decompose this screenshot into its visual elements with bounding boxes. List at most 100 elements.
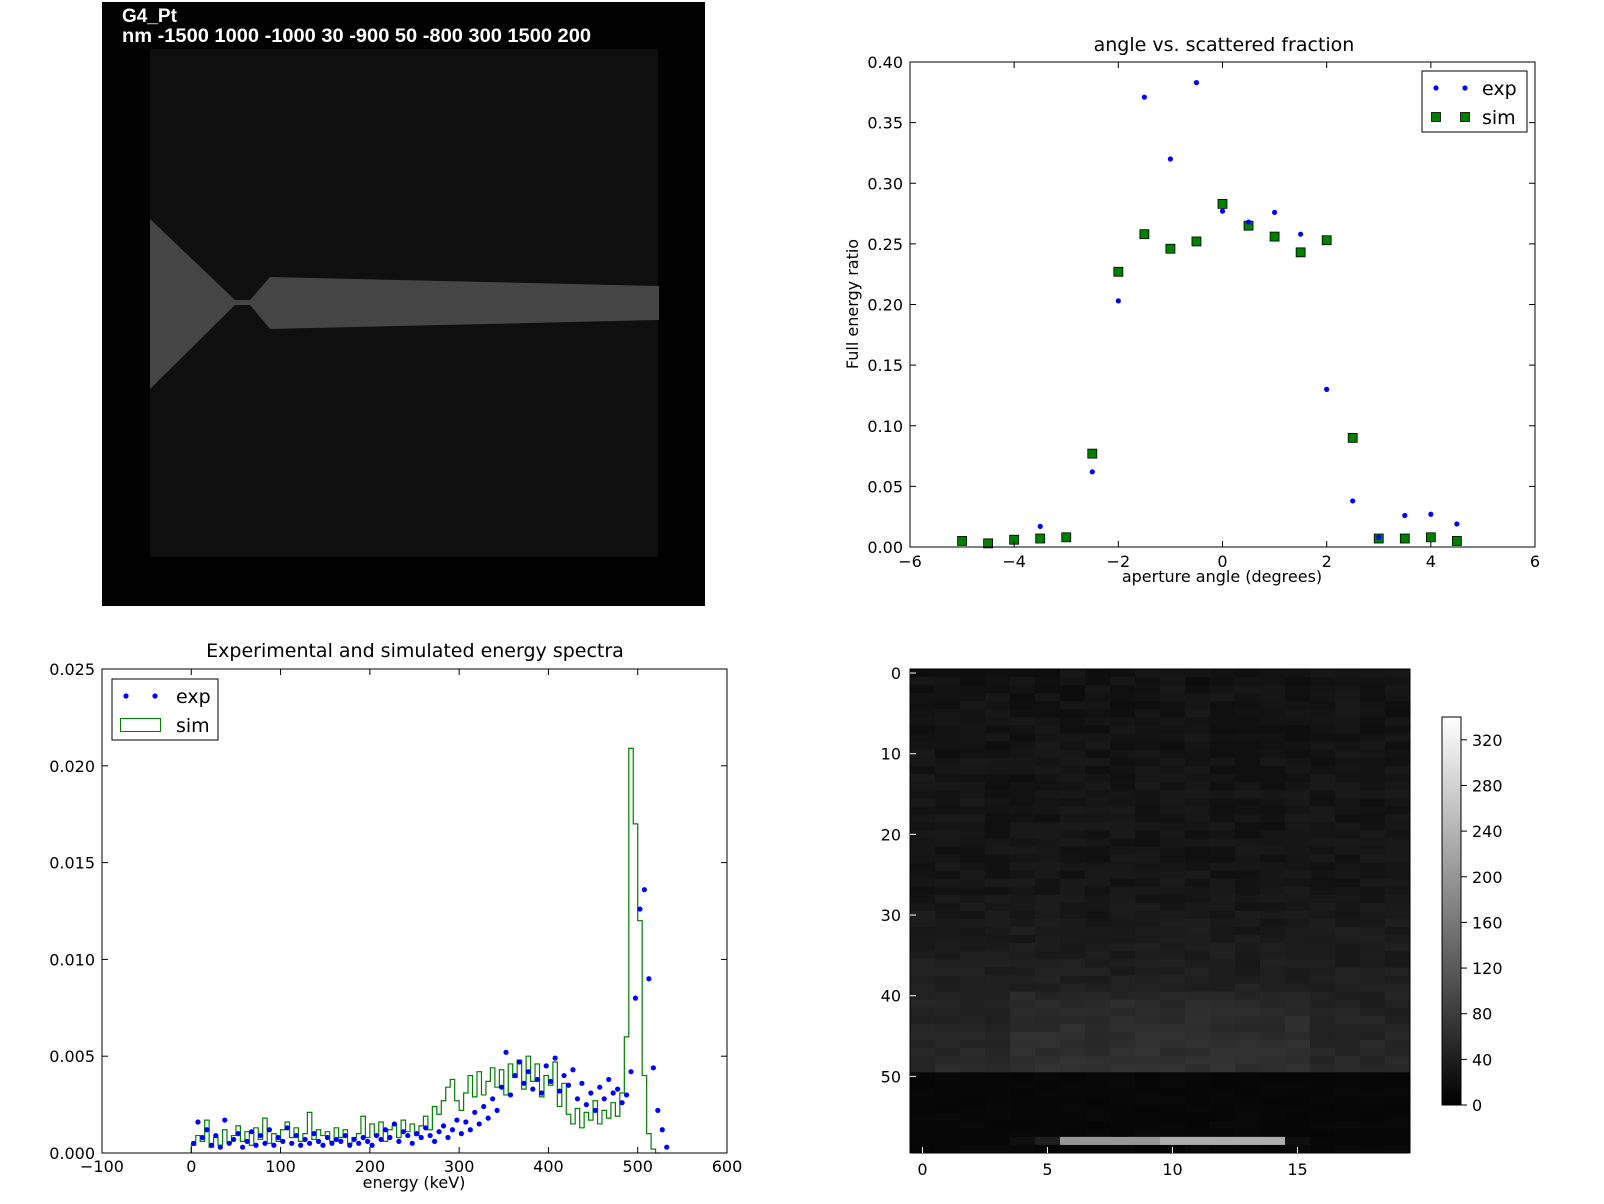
heatmap-cell — [1360, 919, 1386, 928]
heatmap-cell — [1385, 1088, 1411, 1097]
heatmap-cell — [1085, 1096, 1111, 1105]
heatmap-cell — [910, 1112, 936, 1122]
heatmap-cell — [1135, 1088, 1161, 1097]
heatmap-cell — [910, 741, 936, 751]
spectra-xtick-label: 0 — [186, 1157, 196, 1176]
heatmap-cell — [1035, 1007, 1061, 1017]
heatmap-cell — [1160, 959, 1186, 968]
heatmap-cell — [1210, 798, 1236, 807]
heatmap-cell — [1185, 1104, 1211, 1114]
heatmap-cell — [1110, 741, 1136, 751]
heatmap-cell — [1285, 1032, 1311, 1041]
heatmap-cell — [1085, 911, 1111, 920]
heatmap-cell — [1110, 677, 1136, 686]
heatmap-cell — [1060, 693, 1086, 702]
heatmap-cell — [1360, 781, 1386, 791]
heatmap-cell — [1385, 991, 1411, 1001]
heatmap-cell — [1035, 999, 1061, 1009]
heatmap-cell — [1010, 1023, 1036, 1033]
heatmap-cell — [935, 1056, 961, 1065]
heatmap-cell — [1285, 1128, 1311, 1138]
heatmap-cell — [1185, 798, 1211, 807]
heatmap-cell — [1310, 693, 1336, 702]
heatmap-cell — [1260, 927, 1286, 936]
heatmap-cell — [1010, 878, 1036, 888]
heatmap-cell — [1085, 773, 1111, 783]
heatmap-cell — [1310, 1072, 1336, 1081]
heatmap-cell — [1335, 1128, 1361, 1138]
heatmap-cell — [985, 943, 1011, 952]
spectra-exp-point — [360, 1134, 366, 1141]
heatmap-cell — [1010, 991, 1036, 1001]
heatmap-cell — [1235, 725, 1261, 734]
heatmap-cell — [910, 911, 936, 920]
heatmap-cell — [960, 757, 986, 767]
heatmap-xtick-label: 15 — [1287, 1160, 1307, 1179]
heatmap-cell — [1110, 1128, 1136, 1138]
heatmap-cell — [935, 1120, 961, 1130]
spectra-exp-point — [494, 1107, 500, 1114]
heatmap-cell — [1010, 951, 1036, 960]
spectra-exp-point — [329, 1140, 335, 1146]
heatmap-cell — [1035, 959, 1061, 968]
heatmap-cell — [1310, 838, 1336, 847]
heatmap-cell — [1285, 911, 1311, 920]
heatmap-cell — [1385, 677, 1411, 686]
heatmap-cell — [1035, 1120, 1061, 1130]
heatmap-cell — [1210, 1080, 1236, 1089]
heatmap-cell — [1235, 862, 1261, 872]
heatmap-cell — [1285, 878, 1311, 888]
heatmap-cell — [910, 685, 936, 694]
heatmap-cell — [960, 951, 986, 960]
heatmap-cell — [960, 1136, 986, 1146]
spectra-chart-legend: exp sim — [111, 678, 219, 741]
heatmap-cell — [1260, 878, 1286, 888]
heatmap-cell — [935, 830, 961, 839]
heatmap-cell — [985, 1015, 1011, 1025]
heatmap-cell — [985, 838, 1011, 847]
heatmap-cell — [1010, 846, 1036, 855]
heatmap-cell — [1235, 709, 1261, 718]
spectra-exp-point — [414, 1131, 420, 1137]
heatmap-cell — [1385, 1056, 1411, 1065]
spectra-xtick-label: −100 — [80, 1157, 124, 1176]
heatmap-cell — [1085, 886, 1111, 896]
heatmap-cell — [1360, 741, 1386, 751]
heatmap-cell — [1185, 1064, 1211, 1073]
heatmap-cell — [1235, 1015, 1261, 1025]
heatmap-cell — [1010, 1080, 1036, 1089]
spectra-exp-point — [583, 1102, 589, 1108]
heatmap-cell — [1135, 1056, 1161, 1065]
heatmap-cell — [1210, 701, 1236, 710]
heatmap-cell — [1385, 1015, 1411, 1025]
heatmap-cell — [1210, 975, 1236, 984]
spectra-exp-point — [512, 1072, 518, 1079]
heatmap-cell — [1210, 1023, 1236, 1033]
heatmap-cell — [1135, 991, 1161, 1001]
heatmap-cell — [1110, 862, 1136, 872]
heatmap-cell — [1035, 862, 1061, 872]
heatmap-cell — [1035, 677, 1061, 686]
heatmap-cell — [1385, 1040, 1411, 1049]
heatmap-cell — [1360, 991, 1386, 1001]
spectra-exp-point — [302, 1136, 308, 1143]
heatmap-cell — [960, 870, 986, 880]
heatmap-cell — [1185, 1023, 1211, 1033]
heatmap-cell — [1260, 1007, 1286, 1017]
angle-ytick-label: 0.05 — [867, 477, 903, 496]
heatmap-cell — [1085, 1128, 1111, 1138]
spectra-exp-point — [244, 1138, 250, 1144]
heatmap-cell — [1235, 983, 1261, 993]
heatmap-cell — [1385, 959, 1411, 968]
heatmap-cell — [1260, 733, 1286, 742]
colorbar-tick-label: 320 — [1472, 731, 1503, 750]
heatmap-cell — [1310, 830, 1336, 839]
heatmap-cell — [1310, 1080, 1336, 1089]
spectra-exp-point — [539, 1090, 545, 1096]
heatmap-cell — [1285, 1080, 1311, 1089]
heatmap-cell — [1085, 846, 1111, 855]
heatmap-cell — [1135, 822, 1161, 831]
heatmap-cell — [985, 1064, 1011, 1073]
heatmap-cell — [985, 725, 1011, 734]
spectra-exp-point — [338, 1138, 344, 1144]
